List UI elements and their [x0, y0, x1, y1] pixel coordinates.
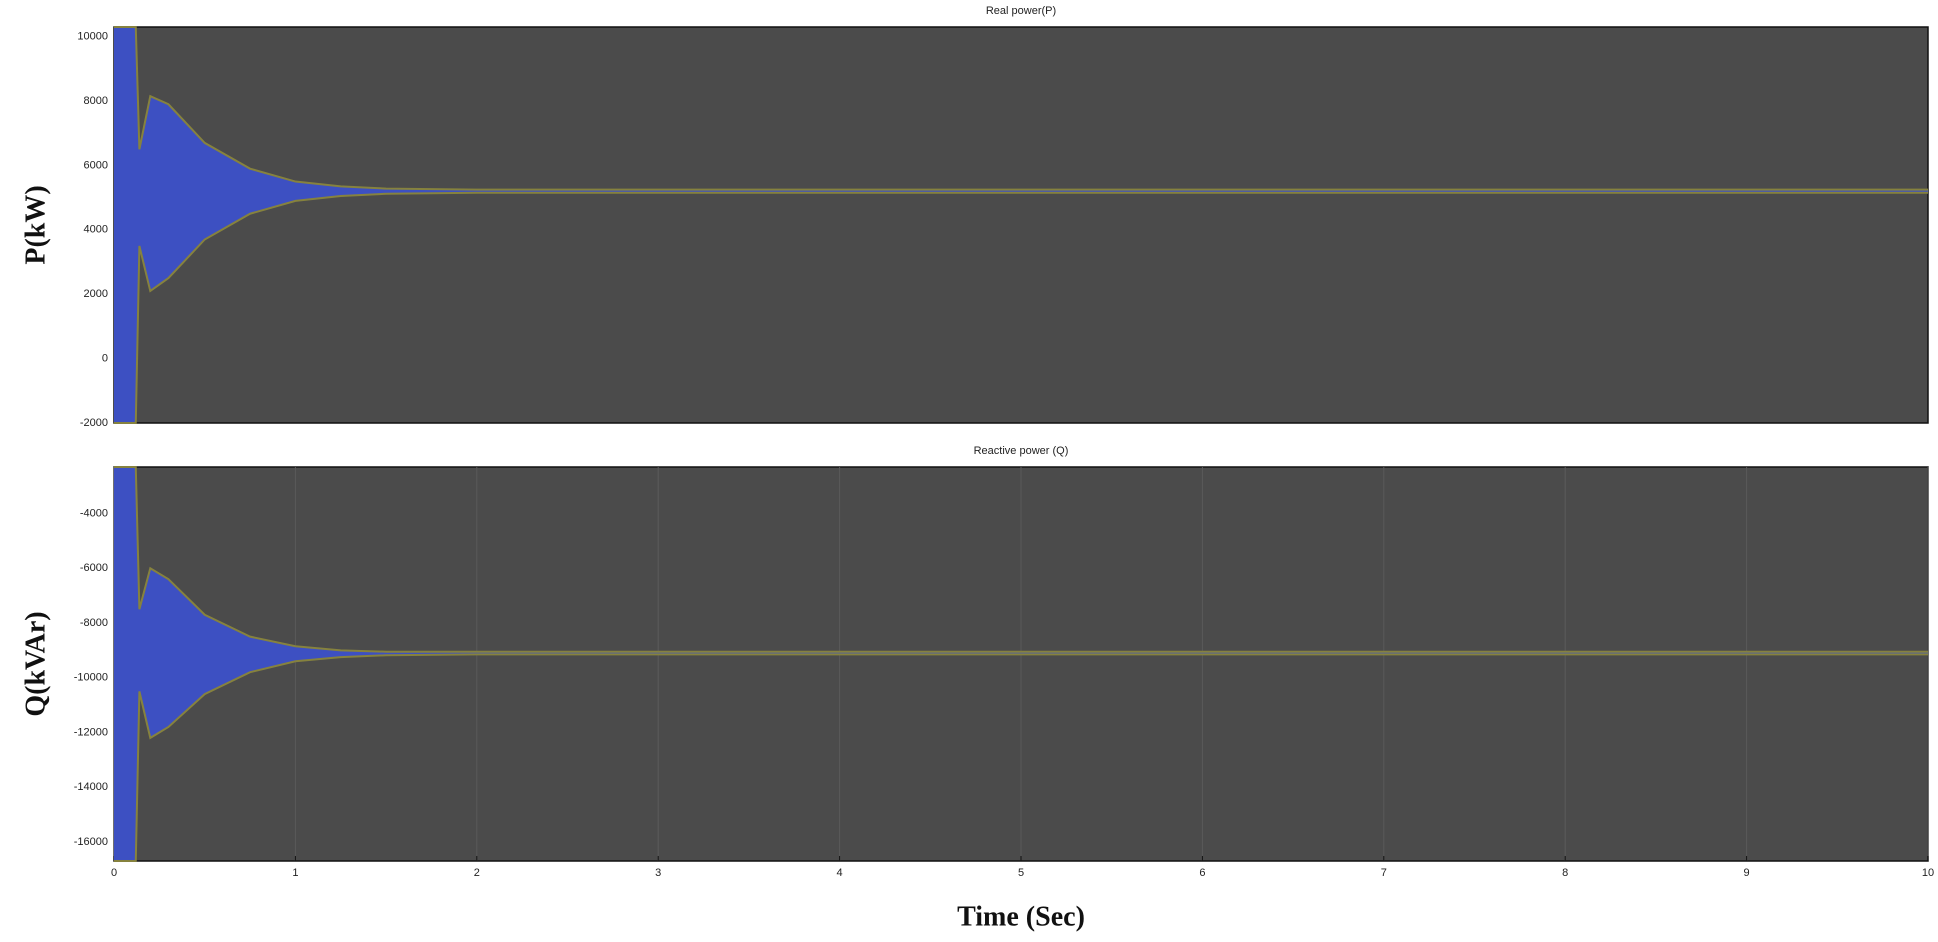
- y-tick-label: -8000: [80, 617, 108, 629]
- x-tick-label: 4: [837, 867, 843, 879]
- envelope-line: [114, 26, 1928, 191]
- y-axis-label: P(kW): [20, 185, 51, 264]
- x-tick-label: 1: [292, 867, 298, 879]
- y-tick-label: -14000: [74, 781, 108, 793]
- y-tick-label: 2000: [84, 288, 108, 300]
- x-tick-label: 3: [655, 867, 661, 879]
- x-tick-label: 0: [111, 867, 117, 879]
- x-tick-label: 5: [1018, 867, 1024, 879]
- x-tick-label: 2: [474, 867, 480, 879]
- x-tick-label: 8: [1562, 867, 1568, 879]
- y-tick-label: -10000: [74, 672, 108, 684]
- x-axis-label: Time (Sec): [957, 901, 1085, 932]
- plot-area: [113, 26, 1929, 424]
- y-tick-label: -12000: [74, 726, 108, 738]
- envelope-line: [114, 466, 1928, 653]
- y-tick-label: 6000: [84, 159, 108, 171]
- y-tick-label: -16000: [74, 836, 108, 848]
- x-tick-label: 7: [1381, 867, 1387, 879]
- y-tick-label: -6000: [80, 562, 108, 574]
- subplot-title: Reactive power (Q): [974, 445, 1069, 457]
- envelope-line: [114, 191, 1928, 424]
- x-tick-label: 9: [1744, 867, 1750, 879]
- y-tick-label: -4000: [80, 507, 108, 519]
- y-tick-label: -2000: [80, 417, 108, 429]
- x-tick-label: 6: [1199, 867, 1205, 879]
- y-tick-label: 8000: [84, 95, 108, 107]
- x-tick-label: 10: [1922, 867, 1934, 879]
- y-axis-label: Q(kVAr): [20, 611, 51, 716]
- y-tick-label: 4000: [84, 224, 108, 236]
- envelope-line: [114, 653, 1928, 862]
- y-tick-label: 10000: [77, 31, 108, 43]
- y-tick-label: 0: [102, 353, 108, 365]
- subplot-title: Real power(P): [986, 5, 1056, 17]
